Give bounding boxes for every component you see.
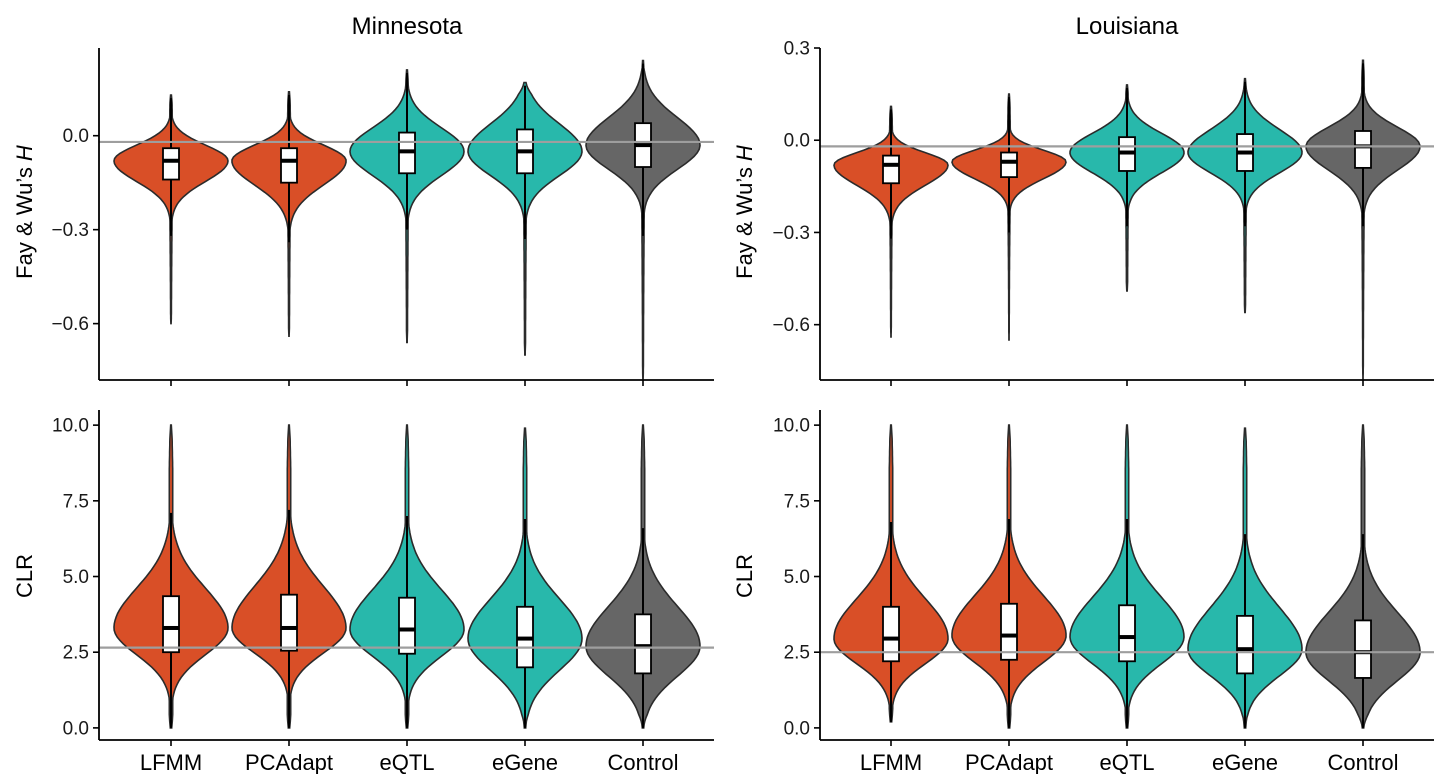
y-tick-label: −0.3 — [772, 223, 810, 244]
x-tick-label-egene: eGene — [1212, 750, 1278, 774]
box — [162, 147, 180, 181]
box — [882, 605, 900, 663]
y-tick-label: −0.6 — [772, 315, 810, 336]
violin-pcadapt — [951, 93, 1067, 341]
y-tick-label: 7.5 — [63, 491, 89, 512]
box — [280, 147, 298, 184]
column-title-minnesota: Minnesota — [352, 13, 463, 40]
violin-pcadapt — [231, 424, 347, 729]
violin-lfmm — [833, 105, 949, 338]
y-tick-label: 7.5 — [784, 491, 810, 512]
box — [1118, 604, 1136, 663]
box — [162, 595, 180, 654]
violin-egene — [467, 81, 583, 356]
x-tick-label-control: Control — [1328, 750, 1399, 774]
y-tick-label: −0.3 — [51, 220, 89, 241]
violin-eqtl — [1069, 84, 1185, 292]
violin-lfmm — [113, 94, 229, 325]
x-tick-label-egene: eGene — [492, 750, 558, 774]
violin-pcadapt — [951, 424, 1067, 729]
box — [1000, 602, 1018, 661]
y-tick-label: 10.0 — [773, 416, 810, 437]
panel-louisiana-clr: 0.0 2.5 5.0 7.5 10.0 LFMM PCAdapt eQTL eGene Cont… — [773, 410, 1434, 774]
x-tick-label-eqtl: eQTL — [379, 750, 434, 774]
violin-control — [1305, 59, 1421, 381]
ylabel-clr-louisiana: CLR — [732, 554, 757, 598]
box — [1236, 614, 1254, 675]
y-tick-label: 2.5 — [63, 643, 89, 664]
y-tick-label: 2.5 — [784, 643, 810, 664]
box — [1000, 151, 1018, 179]
ylabel-fay-wu-louisiana: Fay & Wu’s H — [732, 145, 757, 279]
violin-egene — [467, 427, 583, 729]
y-tick-label: 5.0 — [63, 567, 89, 588]
violin-pcadapt — [231, 91, 347, 337]
box — [634, 613, 652, 675]
column-title-louisiana: Louisiana — [1076, 13, 1179, 40]
panel-minnesota-clr: 0.0 2.5 5.0 7.5 10.0 LFMM PCAdapt eQTL eGene Cont… — [52, 410, 714, 774]
violin-eqtl — [349, 69, 465, 344]
y-tick-label: 0.0 — [784, 718, 810, 739]
box — [280, 593, 298, 652]
panel-louisiana-fay-wu: 0.3 0.0 −0.3 −0.6 — [772, 39, 1434, 386]
box — [398, 596, 416, 655]
violin-egene — [1187, 77, 1303, 314]
x-tick-label-lfmm: LFMM — [140, 750, 202, 774]
ylabel-fay-wu-minnesota: Fay & Wu’s H — [12, 145, 37, 279]
x-tick-label-pcadapt: PCAdapt — [245, 750, 333, 774]
violin-control — [585, 424, 701, 729]
x-tick-label-pcadapt: PCAdapt — [965, 750, 1053, 774]
box — [1354, 619, 1372, 679]
y-tick-label: 0.0 — [63, 718, 89, 739]
panel-minnesota-fay-wu: 0.0 −0.3 −0.6 — [51, 48, 714, 386]
ylabel-clr-minnesota: CLR — [12, 554, 37, 598]
box — [1354, 130, 1372, 169]
x-tick-label-eqtl: eQTL — [1099, 750, 1154, 774]
y-tick-label: 10.0 — [52, 416, 89, 437]
violin-lfmm — [833, 424, 949, 723]
violin-control — [1305, 424, 1421, 729]
violin-egene — [1187, 427, 1303, 729]
y-tick-label: 0.3 — [784, 39, 810, 60]
y-tick-label: −0.6 — [51, 314, 89, 335]
y-tick-label: 5.0 — [784, 567, 810, 588]
y-tick-label: 0.0 — [784, 131, 810, 152]
violin-eqtl — [1069, 424, 1185, 729]
box — [882, 154, 900, 185]
y-tick-label: 0.0 — [63, 126, 89, 147]
x-tick-label-control: Control — [608, 750, 679, 774]
x-tick-label-lfmm: LFMM — [860, 750, 922, 774]
violin-eqtl — [349, 424, 465, 729]
violin-lfmm — [113, 424, 229, 729]
violin-control — [585, 59, 701, 381]
